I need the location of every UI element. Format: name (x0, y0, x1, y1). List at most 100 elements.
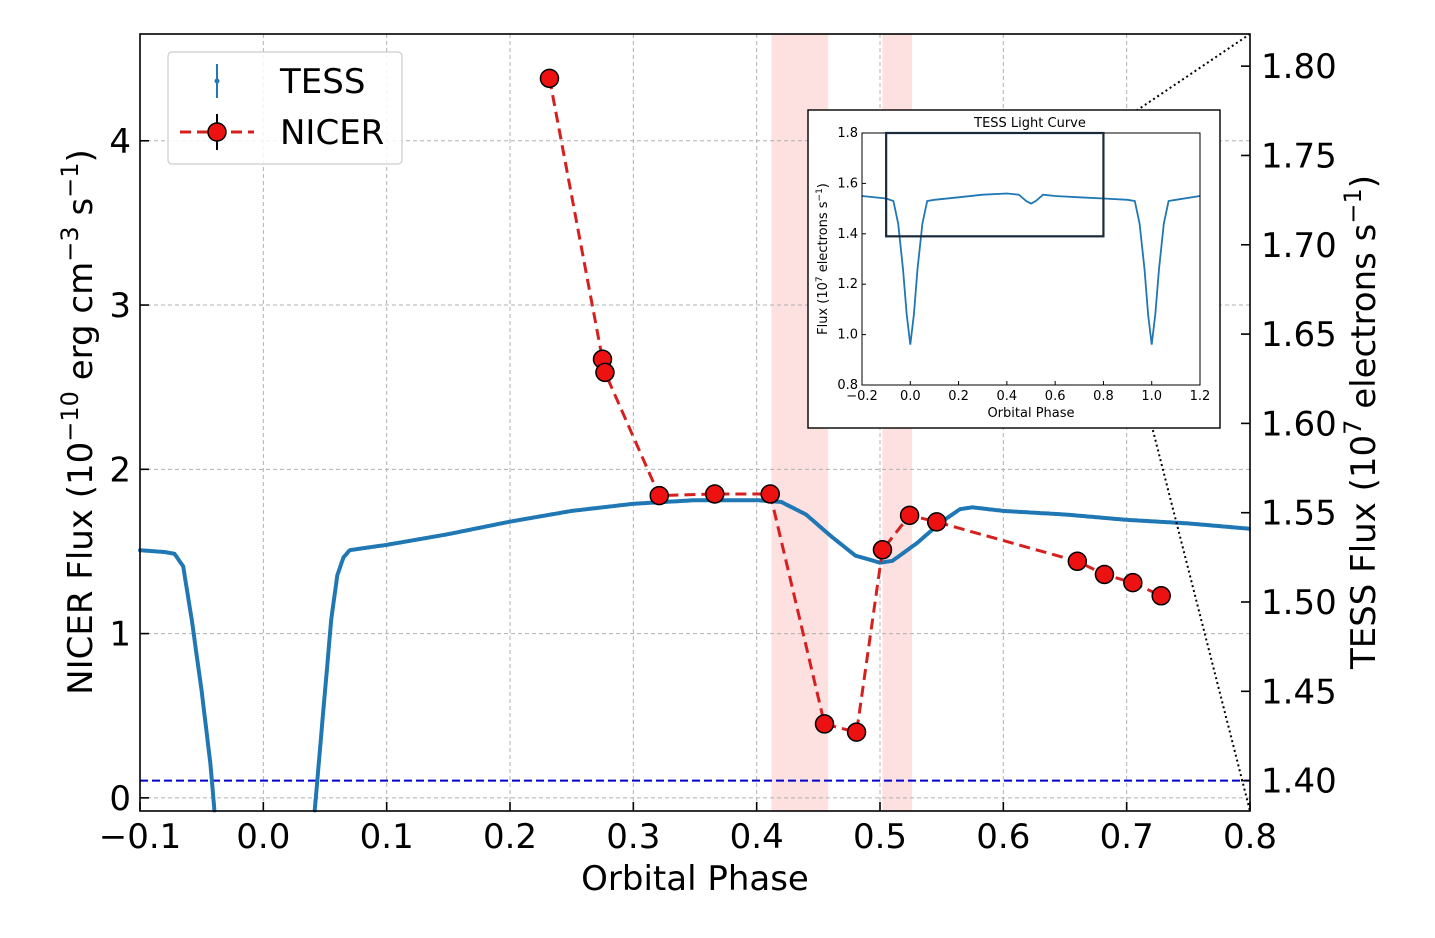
inset-x-tick-label: 1.0 (1141, 389, 1162, 404)
legend: TESS NICER (167, 51, 403, 165)
right-y-axis-ticks: 1.40 1.45 1.50 1.55 1.60 1.65 1.70 1.75 1.80 (1241, 47, 1337, 802)
plot-frame (139, 33, 1251, 812)
x-tick-label: 0.5 (853, 817, 907, 857)
x-axis-title: Orbital Phase (581, 859, 809, 899)
nicer-point (760, 484, 780, 504)
left-y-axis-title: NICER Flux (10−10 erg cm−3 s−1) (56, 149, 101, 695)
nicer-point (649, 485, 669, 506)
left-y-title-post: ) (61, 149, 101, 162)
inset-y-tick-label: 1.8 (837, 126, 858, 141)
nicer-point (872, 540, 893, 560)
tess-series (138, 498, 1252, 813)
x-tick-label: 0.6 (976, 817, 1030, 857)
left-y-axis-ticks: 0 1 2 3 4 (109, 122, 149, 819)
left-y-tick-label: 3 (109, 286, 131, 326)
inset-y-title-mid: electrons s (816, 201, 831, 276)
inset-y-tick-label: 1.4 (837, 227, 858, 242)
nicer-point (1151, 586, 1171, 606)
inset-y-tick-label: 0.8 (837, 378, 858, 393)
left-y-tick-label: 2 (109, 450, 131, 490)
nicer-point (846, 722, 867, 742)
x-tick-label: 0.8 (1223, 817, 1277, 857)
x-axis-ticks: −0.1 0.0 0.1 0.2 0.3 0.4 0.5 0.6 0.7 0.8 (99, 802, 1277, 857)
right-y-tick-label: 1.40 (1261, 762, 1337, 802)
left-y-title-sup3: −1 (56, 162, 84, 197)
nicer-dashed-line (548, 78, 1162, 735)
inset-y-axis-title: Flux (107 electrons s−1) (815, 183, 831, 335)
inset-y-title-sup2: −1 (815, 188, 825, 201)
left-y-title-mid2: s (61, 198, 101, 227)
right-y-tick-label: 1.60 (1261, 404, 1337, 444)
inset-x-tick-label: 0.6 (1045, 389, 1066, 404)
right-y-tick-label: 1.75 (1261, 136, 1337, 176)
inset-x-tick-label: 0.0 (900, 389, 921, 404)
inset-tess-curve (861, 192, 1201, 345)
x-tick-label: 0.4 (730, 817, 784, 857)
inset-x-tick-label: 0.4 (997, 389, 1018, 404)
x-tick-label: −0.1 (99, 817, 182, 857)
inset-y-tick-label: 1.0 (837, 328, 858, 343)
right-y-title-post: ) (1344, 175, 1384, 188)
zoom-connector-bottom (1102, 236, 1251, 812)
x-tick-label: 0.7 (1100, 817, 1154, 857)
right-y-title-sup2: −1 (1339, 188, 1367, 223)
right-y-tick-label: 1.50 (1261, 583, 1337, 623)
right-y-title-sup1: 7 (1339, 420, 1367, 435)
left-y-title-pre: NICER Flux (10 (61, 442, 101, 695)
nicer-point (926, 512, 947, 532)
right-y-title-mid: electrons s (1344, 224, 1384, 420)
left-y-tick-label: 0 (109, 779, 131, 819)
nicer-point (814, 714, 835, 734)
tess-light-curve (138, 498, 1252, 813)
right-y-tick-label: 1.70 (1261, 226, 1337, 266)
right-y-tick-label: 1.65 (1261, 315, 1337, 355)
inset-y-ticks: 0.8 1.0 1.2 1.4 1.6 1.8 (837, 126, 866, 393)
legend-nicer-marker (207, 122, 227, 142)
inset-y-title-post: ) (816, 183, 831, 188)
left-y-tick-label: 1 (109, 615, 131, 655)
inset-x-tick-label: 0.8 (1093, 389, 1114, 404)
right-y-tick-label: 1.80 (1261, 47, 1337, 87)
nicer-point (595, 362, 615, 383)
zoom-connector-lines (1102, 33, 1251, 812)
right-y-tick-label: 1.55 (1261, 494, 1337, 534)
legend-box (167, 51, 403, 165)
legend-tess-dot (214, 78, 220, 84)
x-tick-label: 0.0 (236, 817, 290, 857)
inset-y-tick-label: 1.6 (837, 176, 858, 191)
inset-y-title-pre: Flux (10 (816, 282, 831, 335)
inset-tess-series (861, 192, 1201, 345)
left-y-tick-label: 4 (109, 122, 131, 162)
inset-x-tick-label: 0.2 (948, 389, 969, 404)
nicer-point (899, 505, 920, 526)
x-tick-label: 0.1 (360, 817, 414, 857)
inset-x-axis-title: Orbital Phase (987, 406, 1074, 421)
inset-panel: TESS Light Curve −0.2 0.0 0.2 0.4 0.6 0.8 1.0 1… (807, 109, 1221, 429)
left-y-title-sup2: −3 (56, 226, 84, 261)
inset-y-tick-label: 1.2 (837, 277, 858, 292)
inset-background (807, 109, 1221, 429)
right-y-axis-title: TESS Flux (107 electrons s−1) (1339, 175, 1384, 670)
inset-title: TESS Light Curve (973, 116, 1086, 131)
right-y-title-pre: TESS Flux (10 (1344, 435, 1384, 670)
inset-zoom-box (885, 131, 1105, 238)
right-y-tick-label: 1.45 (1261, 672, 1337, 712)
nicer-series (539, 68, 1171, 742)
x-tick-label: 0.2 (483, 817, 537, 857)
legend-nicer-label: NICER (280, 113, 384, 153)
nicer-point (704, 484, 725, 504)
legend-tess-label: TESS (279, 62, 365, 102)
inset-y-title-sup1: 7 (815, 276, 825, 282)
nicer-point (539, 68, 560, 89)
nicer-point (1123, 572, 1143, 593)
nicer-point (1067, 551, 1088, 572)
inset-x-ticks: −0.2 0.0 0.2 0.4 0.6 0.8 1.0 1.2 (846, 381, 1210, 404)
nicer-point (1094, 564, 1115, 585)
x-tick-label: 0.3 (606, 817, 660, 857)
left-y-title-sup1: −10 (56, 391, 84, 442)
inset-x-tick-label: −0.2 (846, 389, 878, 404)
left-y-title-mid: erg cm (61, 262, 101, 391)
inset-x-tick-label: 1.2 (1190, 389, 1211, 404)
